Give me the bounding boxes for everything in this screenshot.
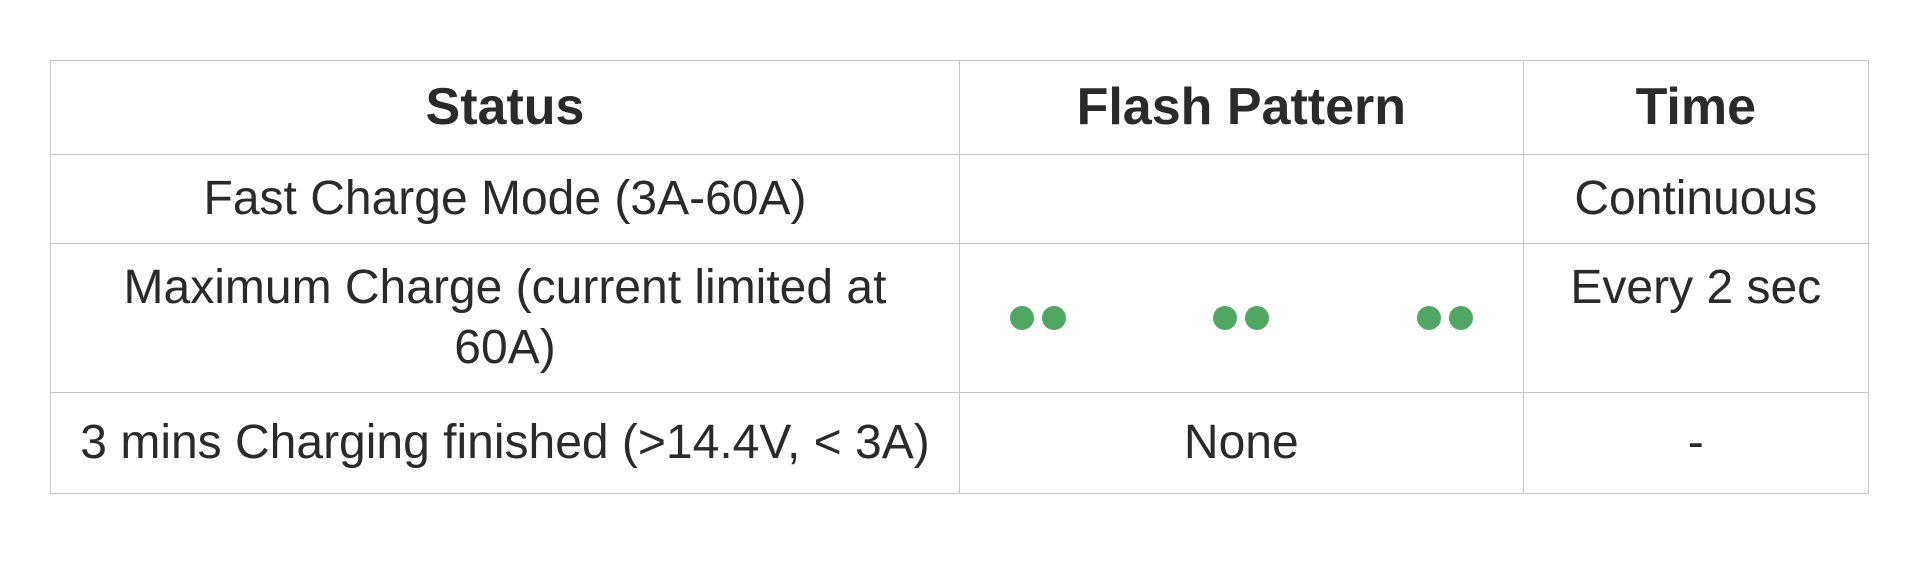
- table-container: Status Flash Pattern Time Fast Charge Mo…: [0, 0, 1919, 554]
- col-header-pattern: Flash Pattern: [960, 61, 1524, 155]
- dot-group: [1213, 306, 1269, 330]
- dot-icon: [1449, 306, 1473, 330]
- status-table: Status Flash Pattern Time Fast Charge Mo…: [50, 60, 1869, 494]
- table-row: Maximum Charge (current limited at 60A) E…: [51, 244, 1869, 393]
- col-header-time: Time: [1523, 61, 1868, 155]
- time-cell: Continuous: [1523, 155, 1868, 244]
- time-cell: -: [1523, 393, 1868, 494]
- pattern-cell: None: [960, 393, 1524, 494]
- pattern-cell: [960, 155, 1524, 244]
- dot-icon: [1042, 306, 1066, 330]
- dot-icon: [1417, 306, 1441, 330]
- pattern-cell: [960, 244, 1524, 393]
- col-header-status: Status: [51, 61, 960, 155]
- dot-icon: [1245, 306, 1269, 330]
- status-cell: Fast Charge Mode (3A-60A): [51, 155, 960, 244]
- dot-group: [1417, 306, 1473, 330]
- flash-pattern-dots: [1010, 306, 1473, 330]
- status-cell: 3 mins Charging finished (>14.4V, < 3A): [51, 393, 960, 494]
- table-row: Fast Charge Mode (3A-60A) Continuous: [51, 155, 1869, 244]
- time-cell: Every 2 sec: [1523, 244, 1868, 393]
- table-row: 3 mins Charging finished (>14.4V, < 3A)N…: [51, 393, 1869, 494]
- table-header-row: Status Flash Pattern Time: [51, 61, 1869, 155]
- dot-group: [1010, 306, 1066, 330]
- status-cell: Maximum Charge (current limited at 60A): [51, 244, 960, 393]
- dot-icon: [1213, 306, 1237, 330]
- dot-icon: [1010, 306, 1034, 330]
- table-body: Fast Charge Mode (3A-60A)ContinuousMaxim…: [51, 155, 1869, 494]
